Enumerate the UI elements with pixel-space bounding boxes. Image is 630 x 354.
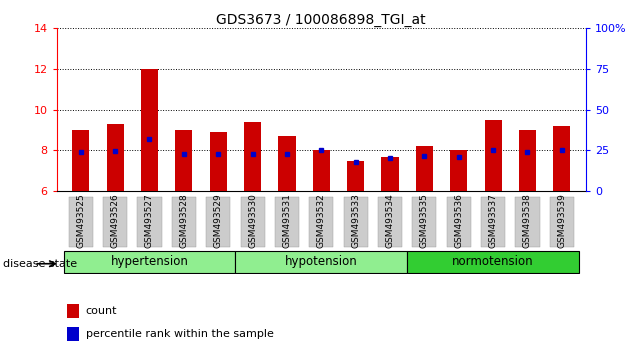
Bar [381,156,399,191]
FancyBboxPatch shape [343,197,368,247]
Bar [484,120,501,191]
FancyBboxPatch shape [550,197,574,247]
Bar [72,130,89,191]
Bar [210,132,227,191]
FancyBboxPatch shape [64,251,236,273]
Bar [67,327,79,341]
Text: normotension: normotension [452,256,534,268]
Text: percentile rank within the sample: percentile rank within the sample [86,329,273,339]
Text: GSM493539: GSM493539 [558,193,566,248]
Text: GSM493525: GSM493525 [76,193,85,248]
FancyBboxPatch shape [481,197,505,247]
Bar [278,136,295,191]
FancyBboxPatch shape [137,197,161,247]
FancyBboxPatch shape [407,251,579,273]
Bar [106,124,123,191]
Bar [347,161,364,191]
Bar [67,304,79,318]
Bar [519,130,536,191]
FancyBboxPatch shape [378,197,402,247]
FancyBboxPatch shape [241,197,265,247]
Text: count: count [86,306,117,316]
FancyBboxPatch shape [309,197,333,247]
Bar [416,147,433,191]
FancyBboxPatch shape [515,197,539,247]
Bar [141,69,158,191]
Text: GSM493535: GSM493535 [420,193,429,248]
Text: GSM493537: GSM493537 [489,193,498,248]
Text: GSM493526: GSM493526 [111,193,120,248]
Text: GSM493529: GSM493529 [214,193,223,248]
Bar [244,122,261,191]
FancyBboxPatch shape [275,197,299,247]
Text: GSM493538: GSM493538 [523,193,532,248]
Text: hypertension: hypertension [110,256,188,268]
Text: GSM493533: GSM493533 [351,193,360,248]
FancyBboxPatch shape [172,197,196,247]
FancyBboxPatch shape [413,197,437,247]
FancyBboxPatch shape [69,197,93,247]
Bar [450,150,467,191]
Text: GSM493534: GSM493534 [386,193,394,248]
Text: GSM493528: GSM493528 [180,193,188,248]
FancyBboxPatch shape [447,197,471,247]
Text: GSM493532: GSM493532 [317,193,326,248]
Bar [175,130,192,191]
FancyBboxPatch shape [206,197,230,247]
Text: GSM493536: GSM493536 [454,193,463,248]
Text: GSM493531: GSM493531 [282,193,292,248]
Bar [553,126,570,191]
FancyBboxPatch shape [103,197,127,247]
Text: GSM493530: GSM493530 [248,193,257,248]
Text: GSM493527: GSM493527 [145,193,154,248]
Bar [312,150,330,191]
Text: disease state: disease state [3,259,77,269]
Text: hypotension: hypotension [285,256,358,268]
Title: GDS3673 / 100086898_TGI_at: GDS3673 / 100086898_TGI_at [217,13,426,27]
FancyBboxPatch shape [236,251,407,273]
